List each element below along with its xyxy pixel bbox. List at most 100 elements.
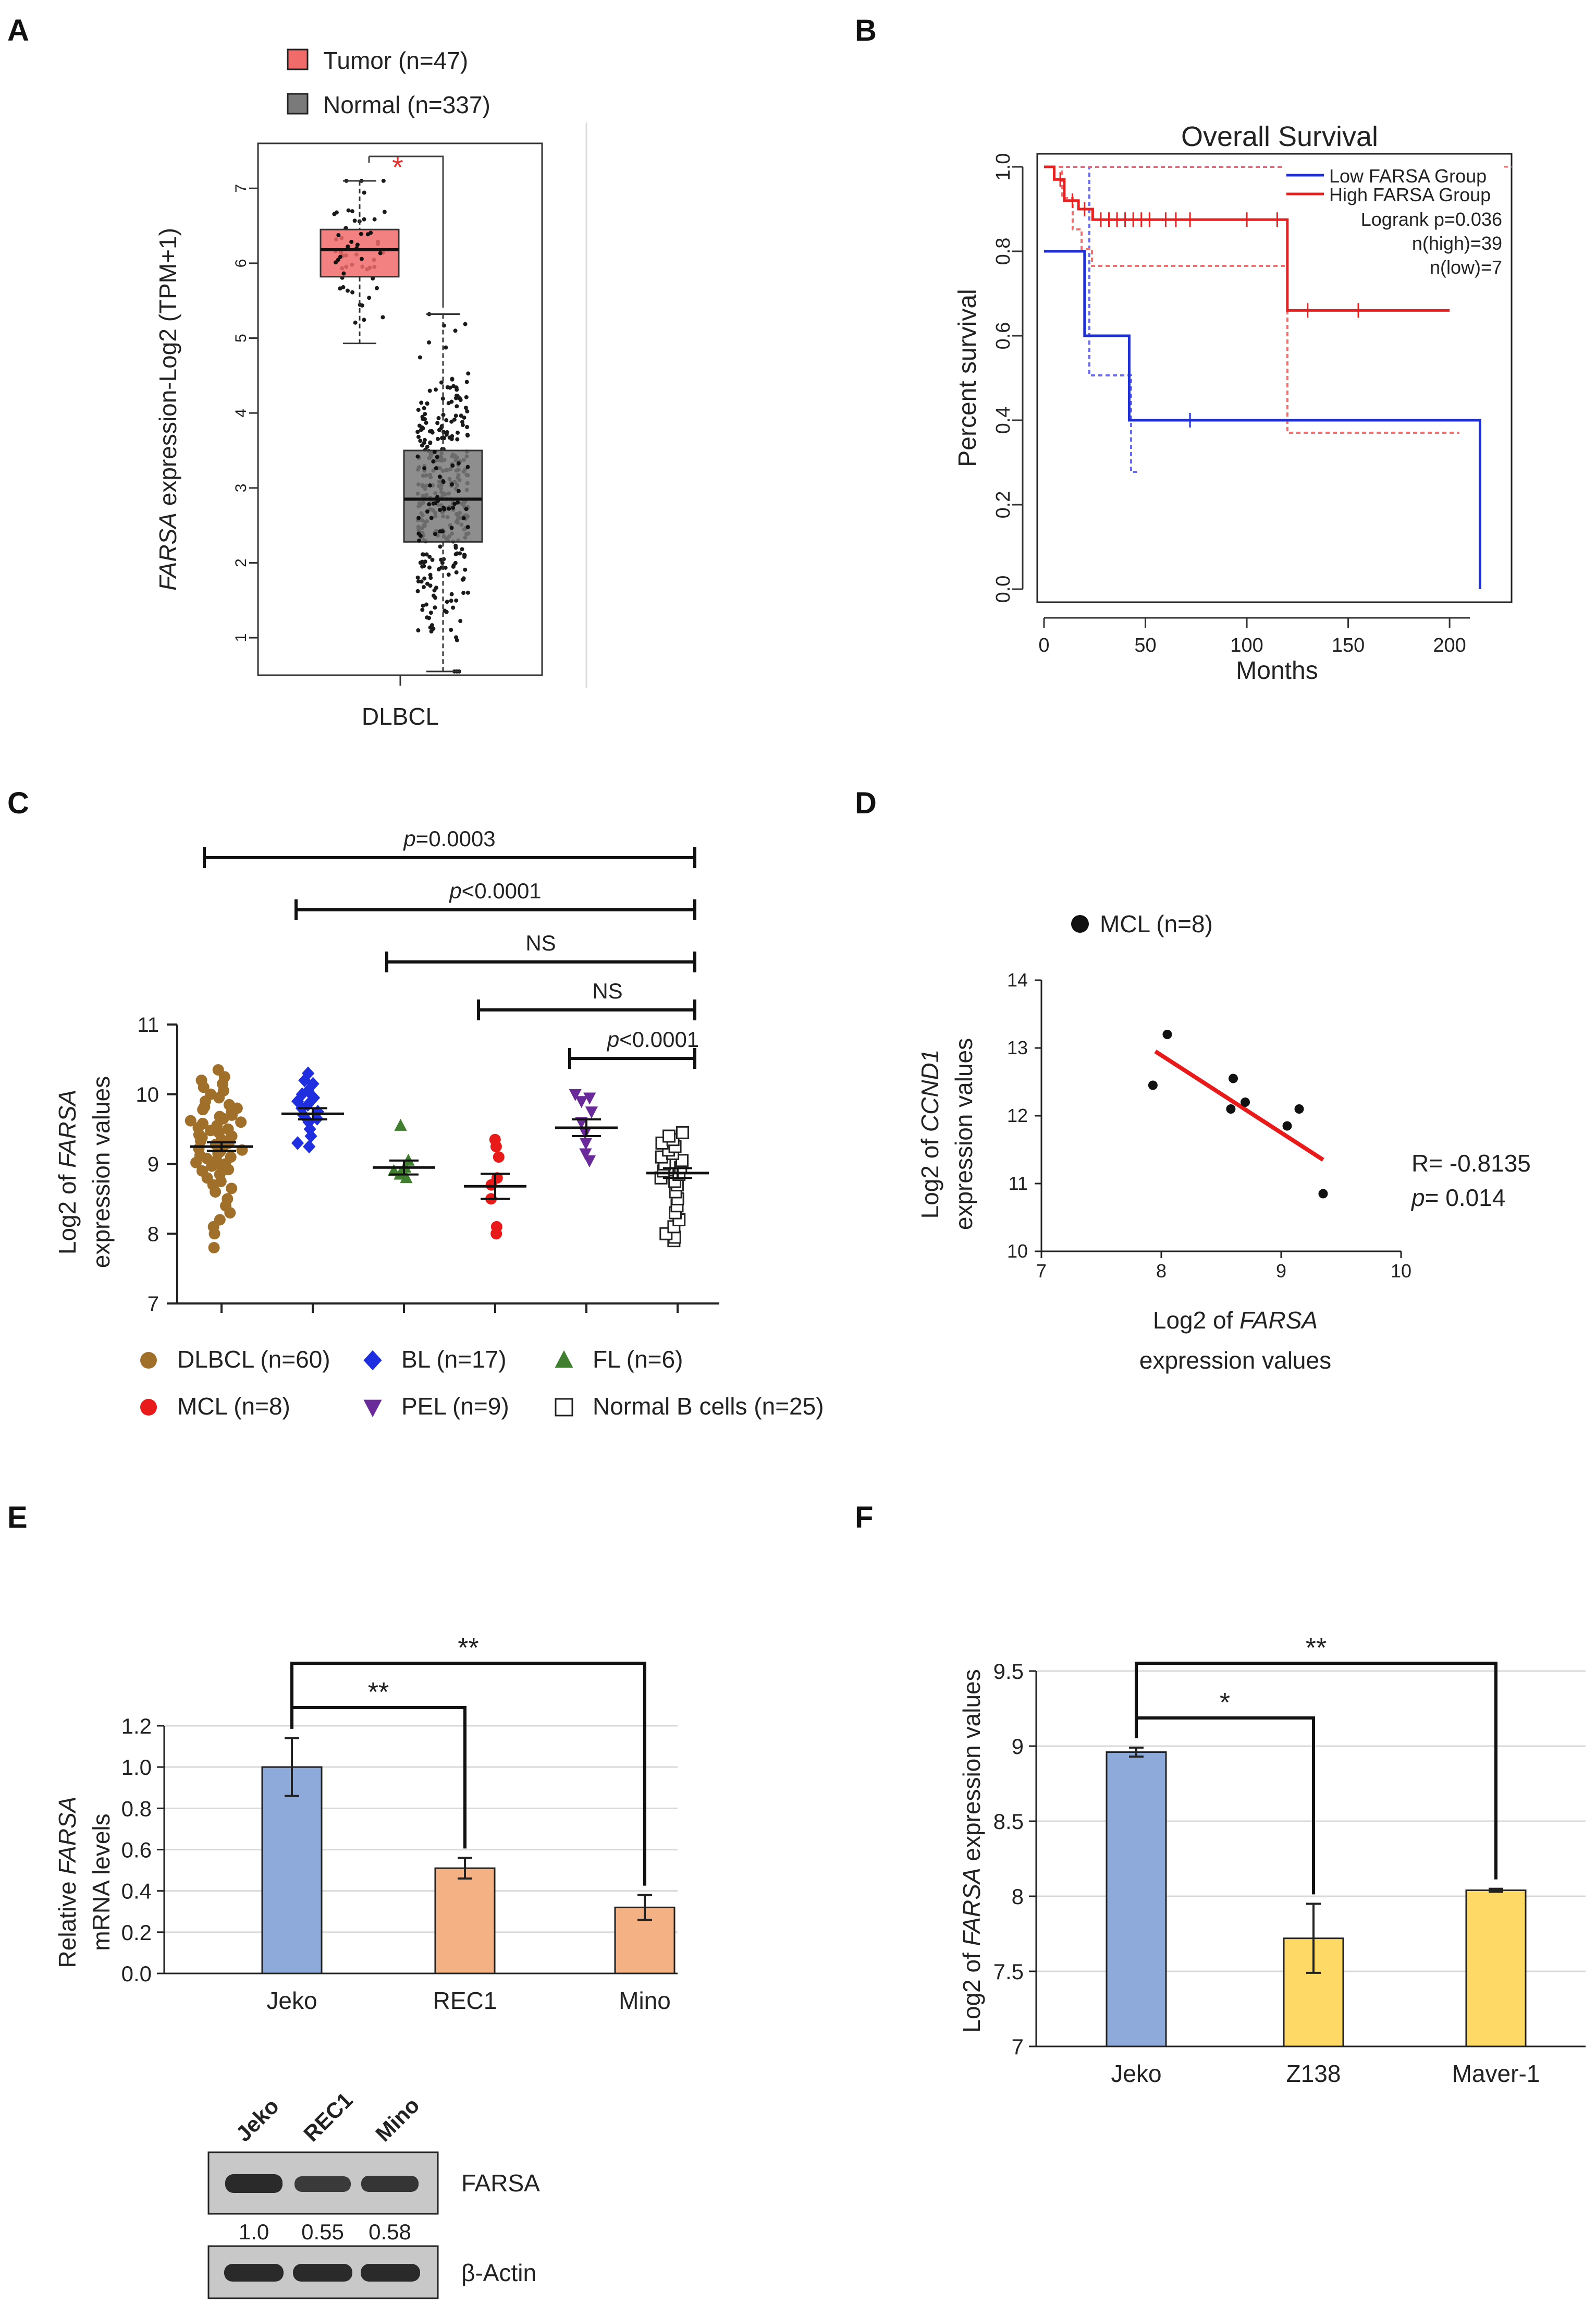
data-point-dlbcl: [235, 1116, 247, 1128]
x-tick-label: 7: [1036, 1260, 1047, 1282]
comparison-label: NS: [592, 979, 622, 1003]
data-point-normal: [444, 418, 449, 422]
data-point-normal: [456, 430, 460, 435]
x-label-pre: Log2 of: [1153, 1307, 1239, 1334]
data-point: [1226, 1104, 1236, 1114]
data-point-normal: [422, 437, 427, 442]
legend-label-high: High FARSA Group: [1329, 184, 1491, 205]
km-curve-low: [1044, 250, 1481, 589]
data-point-tumor: [341, 271, 346, 276]
data-point-normal: [427, 554, 432, 559]
legend-label-normal-b-cells: Normal B cells (n=25): [593, 1393, 824, 1420]
data-point-tumor: [334, 260, 338, 265]
regression-line: [1154, 1050, 1324, 1162]
data-point-normal: [416, 628, 421, 633]
data-point-normal: [425, 509, 429, 514]
y-label-text: expression-Log2 (TPM+1): [154, 228, 181, 513]
data-point-normal: [435, 455, 439, 459]
data-point-normal: [463, 406, 468, 410]
data-point-normal: [417, 423, 422, 428]
y-tick-label: 9: [1012, 1734, 1024, 1759]
data-point-pel: [579, 1148, 592, 1161]
data-point-normal: [443, 565, 448, 570]
data-point-normal: [428, 440, 433, 445]
comparison-label: p=0.0003: [402, 826, 495, 851]
data-point-bl: [291, 1136, 304, 1150]
data-point-fl: [394, 1118, 407, 1131]
data-point-tumor: [359, 257, 364, 261]
data-point-normal: [447, 506, 451, 511]
x-tick-label: 10: [1391, 1260, 1411, 1282]
y-label-gene: FARSA: [54, 1797, 81, 1875]
data-point-normal: [440, 436, 445, 441]
significance-bracket: [1135, 1662, 1497, 1880]
band-actin-mino: [361, 2264, 420, 2282]
legend-swatch-tumor: [287, 48, 309, 70]
data-point-normal: [422, 576, 427, 581]
y-tick-label: 1: [232, 633, 250, 642]
y-axis-label-line2: expression values: [950, 1038, 977, 1230]
data-point-normal: [449, 599, 453, 603]
data-point-normal: [458, 396, 462, 400]
comparison-label: NS: [525, 931, 556, 955]
quant-jeko: 1.0: [239, 2220, 269, 2244]
data-point-normal-b-cells: [676, 1126, 689, 1139]
x-tick-label-maver-1: Maver-1: [1452, 2060, 1540, 2087]
x-tick-label: 200: [1433, 635, 1466, 656]
data-point-normal: [418, 533, 423, 538]
data-point-bl: [297, 1108, 310, 1123]
x-tick-label-rec1: REC1: [433, 1987, 497, 2014]
data-point-normal: [428, 576, 433, 580]
data-point-normal: [465, 525, 470, 530]
legend-swatch-normal: [287, 93, 309, 115]
y-label-gene: CCND1: [916, 1050, 943, 1132]
data-point-tumor: [346, 244, 350, 249]
data-point-normal: [428, 611, 433, 615]
band-farsa-mino: [361, 2176, 419, 2192]
data-point-normal: [416, 434, 421, 439]
data-point-tumor: [362, 190, 366, 195]
data-point-normal: [429, 629, 434, 634]
y-label-pre: Relative: [54, 1874, 81, 1968]
data-point-normal: [435, 421, 440, 425]
y-tick-label: 8: [1012, 1884, 1024, 1909]
data-point: [1318, 1189, 1328, 1199]
km-curve-high: [1044, 165, 1450, 312]
data-point-normal: [445, 385, 450, 389]
y-tick-label: 7: [1012, 2034, 1024, 2059]
y-tick-label: 4: [232, 409, 250, 418]
comparison-bracket: [203, 847, 696, 868]
data-point-normal: [450, 434, 455, 438]
data-point-normal: [424, 602, 429, 607]
data-point-normal: [437, 428, 441, 432]
data-point-normal: [446, 572, 451, 577]
data-point-normal: [420, 564, 425, 569]
legend-marker-pel: [363, 1399, 382, 1418]
legend-marker-mcl: [1071, 915, 1089, 933]
data-point-normal: [458, 619, 463, 624]
data-point-normal: [437, 474, 442, 479]
data-point-bl: [303, 1139, 316, 1154]
data-point-normal: [464, 507, 469, 511]
legend-bg: [1282, 166, 1501, 202]
y-tick-label: 7: [148, 1293, 159, 1315]
data-point-dlbcl: [214, 1111, 226, 1123]
y-label-rest: expression values: [958, 1669, 985, 1868]
data-point-normal: [433, 532, 438, 537]
data-point-normal: [463, 567, 468, 572]
comparison-bracket: [568, 1048, 696, 1069]
data-point-normal: [444, 432, 449, 437]
y-tick-label: 8.5: [993, 1809, 1024, 1834]
data-point-normal: [441, 412, 446, 417]
data-point-normal: [464, 395, 469, 399]
data-point-normal: [460, 423, 465, 428]
data-point-normal: [455, 551, 459, 556]
stat-p-label: p: [1410, 1184, 1425, 1211]
data-point-normal: [421, 417, 425, 421]
data-point-mcl: [490, 1221, 502, 1233]
data-point-tumor: [365, 232, 370, 237]
data-point-pel: [583, 1092, 596, 1105]
data-point: [1162, 1030, 1172, 1039]
data-point-normal: [460, 420, 464, 424]
data-point-normal: [424, 420, 428, 425]
